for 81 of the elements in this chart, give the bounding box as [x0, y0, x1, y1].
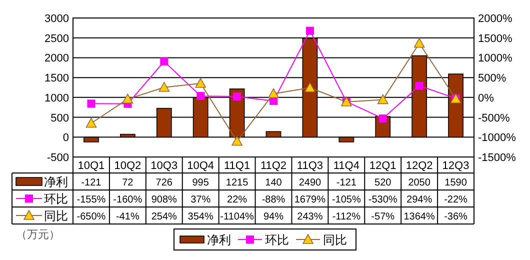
x-tick-label: 11Q3 [296, 160, 323, 172]
point [195, 78, 206, 88]
x-tick-label: 11Q1 [224, 160, 250, 172]
data-label: -57% [371, 212, 395, 222]
x-tick-label: 12Q2 [406, 160, 433, 172]
data-label: 22% [227, 194, 248, 206]
data-label: -650% [76, 212, 106, 222]
data-label: -530% [368, 194, 398, 206]
point [415, 82, 424, 90]
y2-tick-label: -1000% [478, 132, 516, 144]
y2-tick-label: -500% [478, 112, 510, 124]
x-tick-label: 11Q4 [333, 160, 360, 172]
point [414, 38, 425, 48]
x-tick-label: 10Q1 [78, 160, 105, 172]
y2-tick-label: 500% [478, 72, 506, 85]
y-tick-label: 2500 [44, 32, 69, 45]
data-label: 2050 [408, 178, 431, 188]
data-label: -105% [332, 194, 361, 206]
x-tick-label: 10Q2 [114, 160, 142, 172]
data-label: 354% [188, 212, 214, 222]
data-label: -22% [444, 194, 468, 206]
point [158, 82, 170, 92]
data-label: 726 [156, 178, 173, 188]
x-tick-label: 12Q3 [442, 160, 470, 172]
point [268, 88, 279, 98]
y2-tick-label: 1000% [478, 52, 512, 65]
point [160, 57, 168, 66]
y-tick-label: 1500 [44, 72, 69, 85]
data-label: 2490 [298, 178, 322, 188]
data-label: -36% [444, 212, 468, 222]
y2-tick-label: 2000% [478, 13, 512, 25]
data-label: -155% [76, 194, 106, 206]
y2-tick-label: -1500% [478, 152, 516, 164]
x-tick-label: 10Q4 [187, 160, 214, 172]
data-label: 140 [265, 178, 282, 188]
y2-tick-label: 0% [478, 92, 494, 104]
data-label: 995 [192, 178, 210, 188]
legend-label: 环比 [44, 192, 68, 206]
data-label: 908% [151, 194, 178, 206]
x-tick-label: 12Q1 [369, 160, 396, 172]
data-label: 254% [151, 212, 178, 222]
data-label: 1590 [444, 178, 468, 188]
point [233, 92, 242, 101]
legend-label: 同比 [44, 209, 68, 223]
y-tick-label: 1000 [44, 92, 69, 104]
point [196, 92, 205, 100]
data-label: -88% [262, 194, 286, 206]
data-label: 1364% [404, 212, 435, 222]
point [304, 82, 316, 92]
point [378, 114, 387, 122]
data-label: -121 [81, 178, 102, 188]
data-label: -41% [116, 212, 140, 222]
point [306, 26, 314, 35]
y-tick-label: 2000 [44, 52, 69, 65]
legend-label: 净利 [44, 175, 68, 189]
data-label: 37% [190, 194, 211, 206]
data-label: -112% [332, 212, 361, 222]
data-label: 94% [263, 212, 284, 222]
data-label: -160% [113, 194, 142, 206]
y-tick-label: 3000 [44, 13, 69, 25]
data-label: 72 [122, 178, 134, 188]
x-tick-label: 11Q2 [260, 160, 287, 172]
data-label: 1215 [226, 178, 249, 188]
point [87, 100, 96, 108]
y-tick-label: 500 [50, 112, 69, 124]
data-label: 520 [374, 178, 392, 188]
data-label: 243% [297, 212, 323, 222]
text: （万元） [16, 229, 60, 241]
data-label: 294% [406, 194, 432, 206]
y-tick-label: 0 [62, 132, 69, 144]
legend: 净利 环比 同比 [174, 228, 356, 250]
y-tick-label: -500 [46, 152, 69, 164]
point [122, 94, 134, 104]
data-label: -121 [336, 178, 357, 188]
point [377, 94, 388, 104]
x-tick-label: 10Q3 [150, 160, 178, 172]
point [232, 136, 242, 146]
data-label: 1679% [294, 194, 326, 206]
y2-tick-label: 1500% [478, 32, 512, 45]
point [86, 118, 97, 128]
data-label: -1104% [220, 212, 254, 222]
